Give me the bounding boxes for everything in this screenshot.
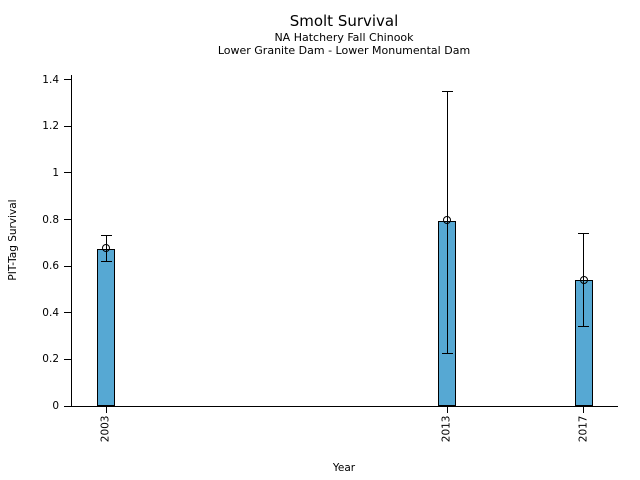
y-axis-tick (64, 358, 71, 360)
x-tick-label: 2017 (577, 415, 590, 443)
bar (97, 248, 116, 406)
y-axis-tick (64, 405, 71, 407)
error-bar-cap-bottom (578, 326, 590, 328)
data-point-marker (579, 275, 588, 284)
data-point-marker (443, 216, 452, 225)
y-axis-label: PIT-Tag Survival (7, 199, 19, 281)
y-axis-tick (64, 79, 71, 81)
y-axis-tick (64, 125, 71, 127)
y-tick-label: 1 (52, 166, 59, 179)
x-tick-label: 2013 (440, 415, 453, 443)
plot-area: 0 0.2 0.4 0.6 0.8 1 1.2 1.4 2003 2013 2017 (42, 74, 618, 442)
error-bar-cap-top (578, 232, 590, 235)
x-axis-label: Year (332, 462, 356, 474)
chart-title: Smolt Survival (289, 12, 399, 30)
x-axis-tick (583, 407, 585, 413)
y-axis-tick (64, 312, 71, 314)
y-axis-tick (64, 265, 71, 267)
y-axis-tick (64, 172, 71, 174)
x-tick-label: 2003 (99, 415, 112, 443)
y-tick-label: 0.6 (42, 260, 59, 273)
error-bar-cap-top (441, 90, 453, 92)
chart-subtitle-line2: Lower Granite Dam - Lower Monumental Dam (217, 44, 471, 57)
y-tick-label: 0.8 (42, 213, 59, 226)
y-tick-label: 1.4 (42, 73, 59, 86)
y-tick-label: 0 (52, 400, 59, 412)
error-bar-cap-bottom (100, 260, 112, 263)
y-tick-label: 0.2 (42, 353, 59, 366)
y-axis-tick (64, 219, 71, 221)
error-bar-cap-bottom (441, 352, 453, 355)
x-axis-tick (446, 407, 448, 413)
y-tick-label: 1.2 (42, 120, 59, 133)
error-bar-cap-top (100, 235, 112, 237)
chart-subtitle-line1: NA Hatchery Fall Chinook (274, 31, 414, 44)
y-tick-label: 0.4 (42, 306, 59, 319)
x-axis-tick (105, 407, 107, 413)
data-point-marker (101, 244, 110, 253)
